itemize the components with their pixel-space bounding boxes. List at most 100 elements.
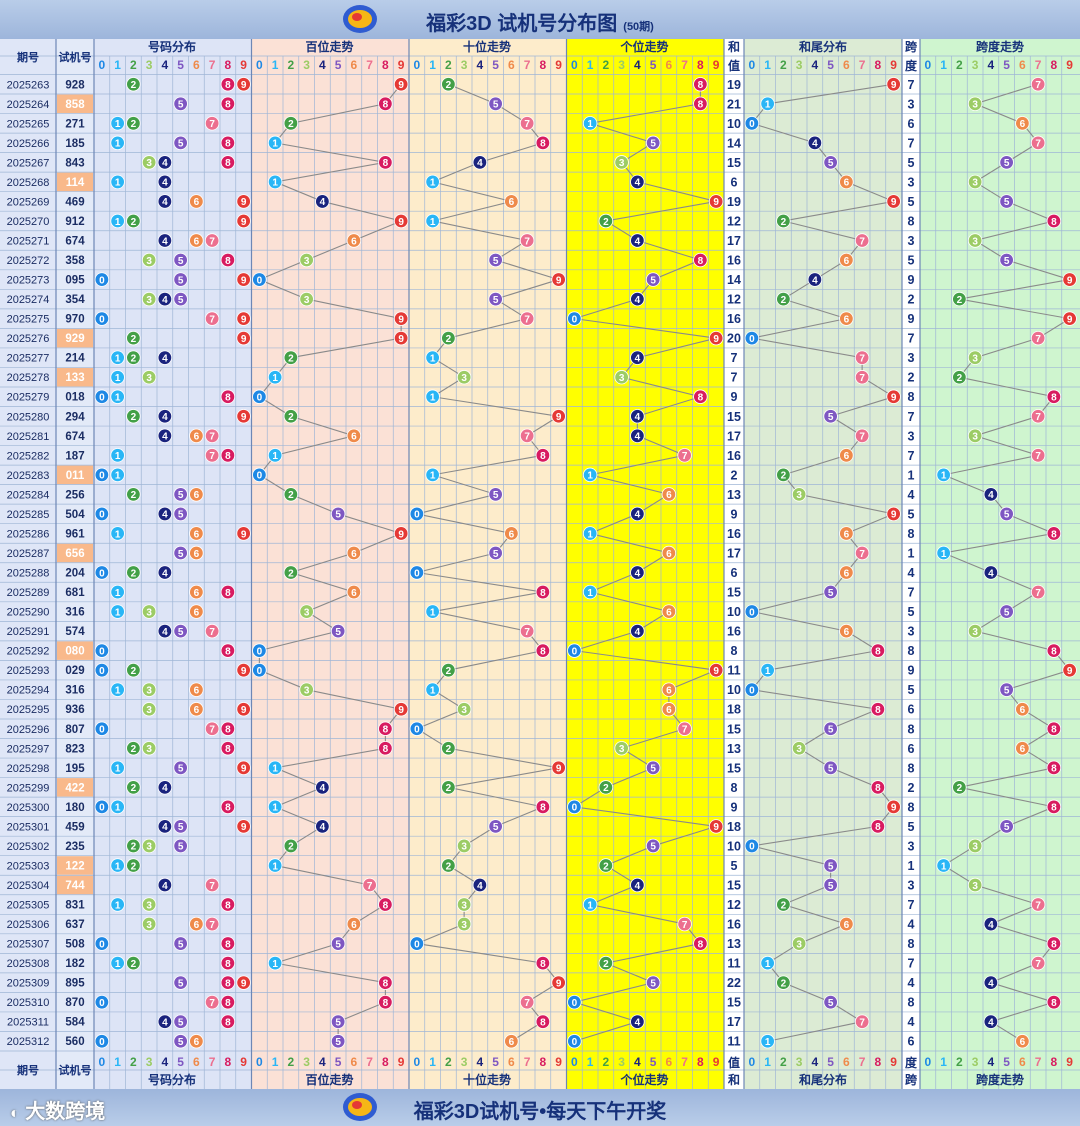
- sumtail-ball-label: 5: [828, 725, 834, 736]
- dist-ball-label: 5: [178, 842, 184, 853]
- dist-ball-label: 6: [194, 685, 200, 696]
- dist-ball: [110, 760, 125, 776]
- tens-ball: [519, 623, 535, 639]
- dist-ball: [157, 623, 173, 639]
- dist-ball: [236, 526, 251, 541]
- sumtail-ball: [839, 448, 854, 463]
- header-digit: 4: [319, 1055, 326, 1069]
- hundreds-ball: [283, 565, 299, 580]
- number-cell: 560: [65, 1036, 84, 1048]
- sumtail-ball: [839, 916, 854, 932]
- sum-cell: 16: [727, 312, 741, 326]
- dist-ball: [189, 428, 204, 444]
- hundreds-ball-label: 4: [320, 783, 326, 794]
- span-ball-label: 6: [1020, 705, 1026, 716]
- number-highlight: [57, 778, 93, 797]
- dist-ball: [94, 272, 110, 287]
- number-highlight: [57, 856, 93, 875]
- header-digit: 6: [666, 58, 673, 72]
- header-digit: 9: [398, 58, 405, 72]
- dist-ball: [220, 1014, 236, 1029]
- sum-cell: 15: [727, 156, 741, 170]
- units-ball-label: 1: [587, 471, 593, 482]
- header-sumtail: 和尾分布: [798, 1072, 847, 1087]
- period-cell: 2025296: [7, 724, 50, 736]
- dist-ball-label: 5: [178, 256, 184, 267]
- tens-ball: [425, 213, 440, 229]
- number-highlight: [57, 875, 93, 895]
- header-digit: 3: [461, 1055, 468, 1069]
- dist-ball: [157, 1014, 173, 1029]
- span-ball: [1015, 702, 1030, 717]
- span-cell: 2: [908, 371, 915, 385]
- header-digit: 5: [1003, 1055, 1010, 1069]
- dist-ball: [236, 409, 251, 424]
- period-cell: 2025307: [7, 939, 50, 951]
- header-digit: 0: [414, 1055, 421, 1069]
- header-period: 期号: [17, 50, 39, 64]
- span-cell: 6: [908, 703, 915, 717]
- number-cell: 681: [65, 587, 85, 599]
- number-cell: 095: [65, 275, 85, 287]
- tens-ball-label: 2: [446, 861, 452, 872]
- dist-ball-label: 2: [131, 568, 137, 579]
- dist-ball-label: 7: [209, 451, 215, 462]
- hundreds-ball: [393, 526, 409, 541]
- span-cell: 6: [908, 117, 915, 131]
- span-ball-label: 7: [1035, 412, 1041, 423]
- hundreds-ball-label: 3: [304, 607, 310, 618]
- tens-ball-label: 1: [430, 178, 436, 189]
- tens-ball-label: 8: [540, 1018, 546, 1029]
- units-ball: [708, 662, 724, 678]
- dist-ball: [236, 213, 251, 229]
- dist-ball-label: 9: [241, 197, 247, 208]
- sumtail-ball-label: 1: [765, 959, 771, 970]
- sum-cell: 16: [727, 918, 741, 932]
- dist-ball-label: 8: [225, 158, 231, 169]
- sum-cell: 13: [727, 937, 741, 951]
- span-cell: 4: [908, 566, 915, 580]
- hundreds-ball: [267, 174, 283, 190]
- span-ball: [1030, 448, 1046, 463]
- dist-ball: [220, 77, 236, 92]
- header-digit: 9: [713, 58, 720, 72]
- number-cell: 929: [65, 333, 84, 345]
- header-digit: 7: [1035, 58, 1042, 72]
- dist-ball: [157, 174, 173, 190]
- hundreds-ball-label: 6: [351, 432, 357, 443]
- sumtail-ball: [807, 135, 823, 151]
- dist-ball-label: 0: [99, 803, 105, 814]
- span-ball: [1046, 994, 1062, 1010]
- span-cell: 1: [908, 546, 915, 560]
- sumtail-ball-label: 9: [891, 803, 897, 814]
- header-digit: 0: [925, 58, 932, 72]
- tens-ball: [488, 291, 503, 307]
- dist-ball: [220, 96, 236, 111]
- dist-ball-label: 1: [115, 119, 121, 130]
- dist-ball-label: 0: [99, 646, 105, 657]
- dist-ball: [157, 877, 173, 893]
- dist-ball-label: 6: [194, 432, 200, 443]
- dist-ball-label: 6: [194, 705, 200, 716]
- dist-ball-label: 7: [209, 236, 215, 247]
- header-digit: 0: [925, 1055, 932, 1069]
- dist-ball-label: 4: [162, 353, 168, 364]
- span-cell: 7: [908, 78, 915, 92]
- number-highlight: [57, 172, 93, 192]
- sum-cell: 12: [727, 898, 741, 912]
- span-ball-label: 8: [1051, 764, 1057, 775]
- dist-ball: [157, 428, 173, 444]
- sumtail-ball-label: 5: [828, 588, 834, 599]
- sum-cell: 15: [727, 410, 741, 424]
- span-ball: [983, 1014, 999, 1029]
- header-digit: 8: [382, 58, 389, 72]
- dist-ball: [173, 291, 188, 307]
- header-digit: 4: [812, 1055, 819, 1069]
- header-digit: 0: [749, 1055, 756, 1069]
- sum-cell: 9: [731, 507, 738, 521]
- dist-ball: [141, 838, 157, 854]
- sumtail-ball-label: 6: [844, 920, 850, 931]
- dist-ball: [94, 936, 110, 951]
- dist-ball-label: 4: [162, 822, 168, 833]
- tens-ball-label: 7: [524, 314, 530, 325]
